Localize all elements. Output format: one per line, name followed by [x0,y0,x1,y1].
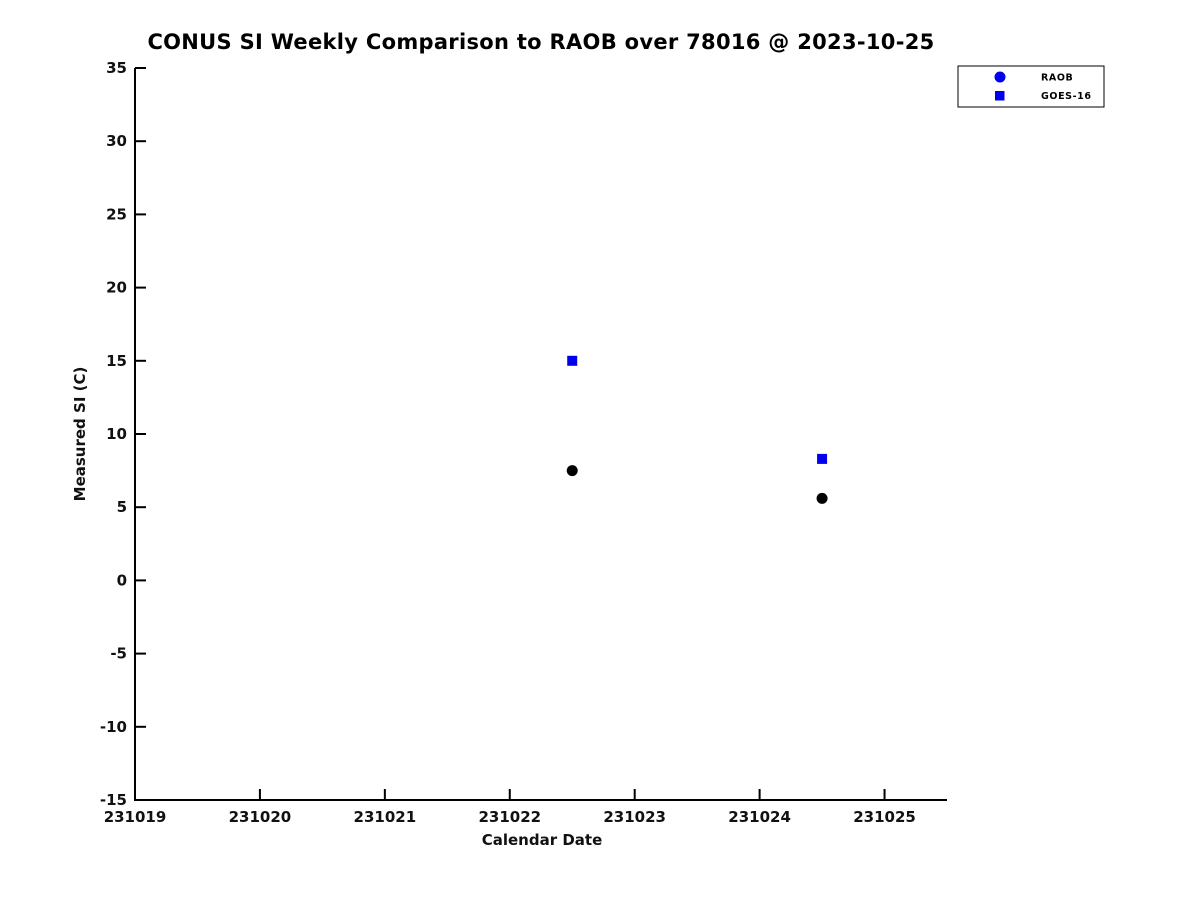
x-tick-label: 231021 [354,808,417,826]
legend-goes-16-label: GOES-16 [1041,91,1092,102]
y-tick-label: 10 [106,425,127,443]
y-tick-label: 0 [117,571,127,589]
y-tick-label: 25 [106,205,127,223]
y-tick-label: 5 [117,498,127,516]
data-point-goes-16 [567,355,578,366]
x-tick-label: 231019 [104,808,167,826]
y-tick-label: 15 [106,352,127,370]
x-tick-label: 231023 [603,808,666,826]
y-tick-label: 30 [106,132,127,150]
y-tick-label: -10 [100,718,127,736]
legend-goes-16-marker-icon [995,91,1005,101]
y-tick-label: -15 [100,791,127,809]
x-tick-label: 231025 [853,808,916,826]
chart-title: CONUS SI Weekly Comparison to RAOB over … [147,30,935,54]
y-tick-label: -5 [110,645,127,663]
data-point-raob [816,492,828,504]
legend-raob-marker-icon [994,71,1006,83]
legend-raob-label: RAOB [1041,73,1073,84]
legend-box [957,65,1105,108]
data-point-raob [566,465,578,477]
y-tick-label: 35 [106,59,127,77]
data-point-goes-16 [817,453,828,464]
x-tick-label: 231024 [728,808,791,826]
y-tick-label: 20 [106,279,127,297]
x-tick-label: 231020 [229,808,292,826]
x-axis-label: Calendar Date [481,831,603,849]
x-tick-label: 231022 [478,808,541,826]
